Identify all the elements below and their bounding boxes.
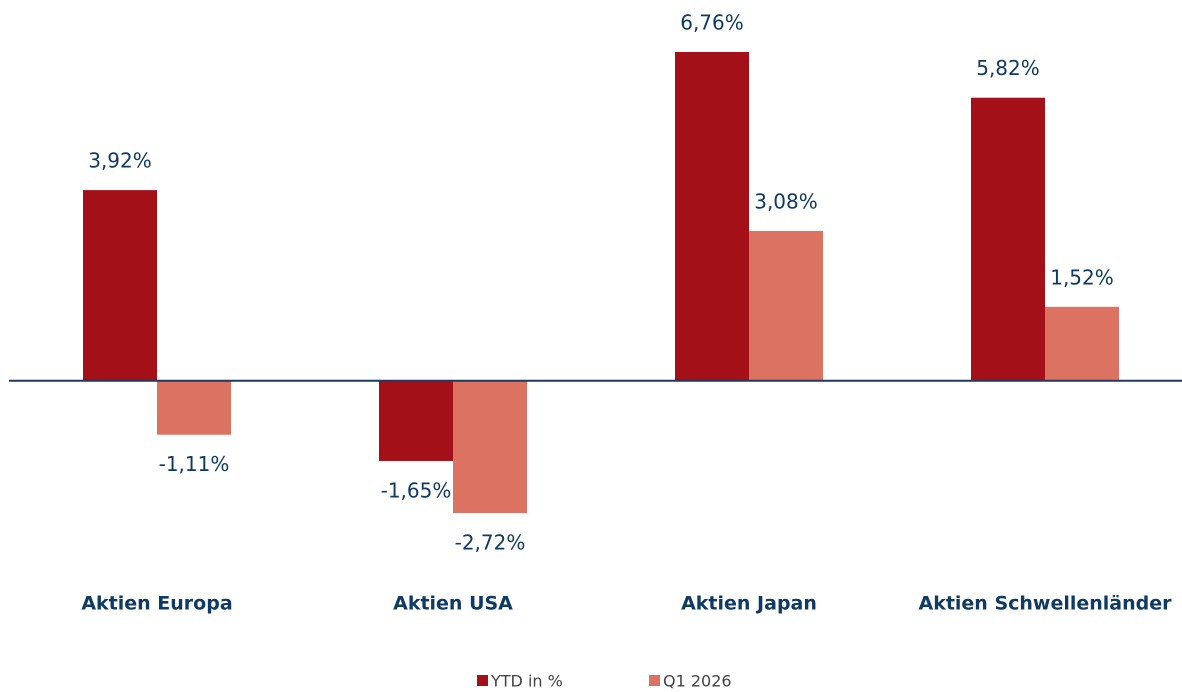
value-label: -1,11%: [159, 452, 230, 476]
x-tick-label: Aktien Japan: [681, 593, 817, 615]
value-label: 1,52%: [1050, 265, 1114, 289]
legend-label: YTD in %: [490, 672, 563, 691]
legend-swatch: [477, 675, 488, 686]
value-label: 5,82%: [976, 56, 1040, 80]
bar: [83, 190, 157, 381]
bar: [971, 97, 1045, 381]
legend-label: Q1 2026: [663, 672, 732, 691]
value-label: -2,72%: [455, 531, 526, 555]
bar: [749, 230, 823, 381]
legend-swatch: [649, 675, 660, 686]
bar: [1045, 306, 1119, 381]
value-label: 6,76%: [680, 11, 744, 35]
x-tick-label: Aktien USA: [393, 593, 513, 615]
value-label: -1,65%: [381, 478, 452, 502]
value-label: 3,92%: [88, 149, 152, 173]
bar: [379, 380, 453, 461]
x-tick-label: Aktien Schwellenländer: [918, 593, 1172, 615]
bar: [453, 380, 527, 513]
bar: [675, 52, 749, 381]
bar: [157, 380, 231, 435]
value-label: 3,08%: [754, 189, 818, 213]
x-tick-label: Aktien Europa: [81, 593, 232, 615]
